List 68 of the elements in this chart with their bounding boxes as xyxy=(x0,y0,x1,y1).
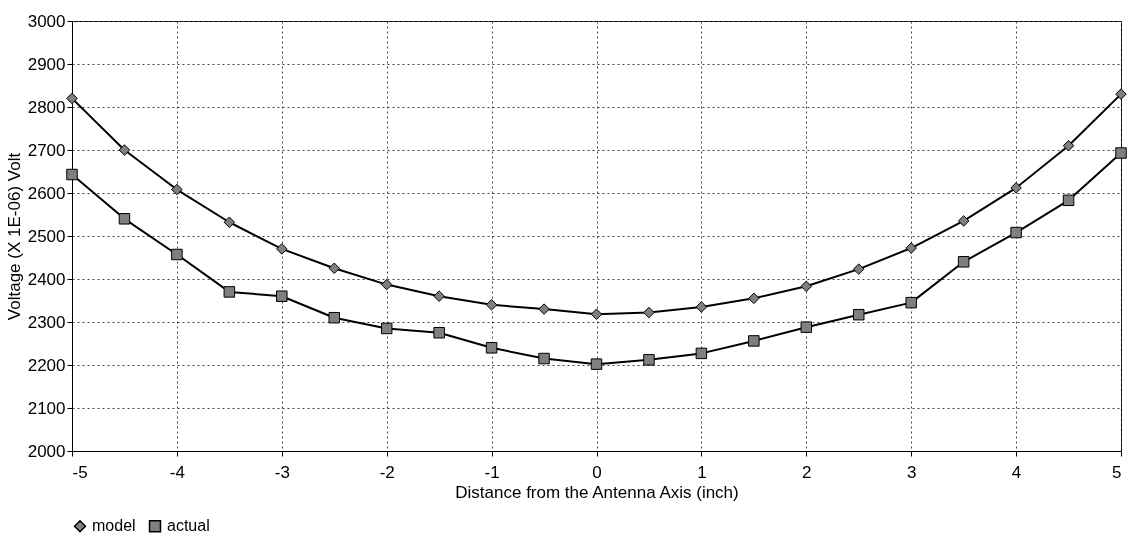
x-tick-label: 3 xyxy=(906,462,917,482)
y-tick-label: 2000 xyxy=(27,441,66,461)
y-axis-title: Voltage (X 1E-06) Volt xyxy=(4,152,24,321)
y-tick-label: 2400 xyxy=(27,269,66,289)
point xyxy=(1115,88,1127,100)
point xyxy=(1115,147,1127,159)
x-tick-label: 0 xyxy=(592,462,602,482)
point xyxy=(590,308,603,320)
x-tick-label: 1 xyxy=(697,462,707,482)
y-tick-label: 2200 xyxy=(27,355,66,375)
point xyxy=(276,290,288,302)
x-tick-label: -3 xyxy=(274,462,290,482)
point xyxy=(538,352,550,365)
x-tick-label: 2 xyxy=(802,462,812,482)
point xyxy=(66,168,78,181)
point xyxy=(853,308,865,321)
point xyxy=(1010,226,1022,239)
point xyxy=(328,311,340,324)
point xyxy=(171,183,183,196)
y-tick-label: 2100 xyxy=(27,398,66,418)
legend-label: actual xyxy=(167,517,210,535)
point xyxy=(485,342,498,354)
point xyxy=(1010,182,1022,194)
y-tick-label: 2900 xyxy=(27,54,66,74)
point xyxy=(485,299,498,311)
point xyxy=(800,280,813,293)
point xyxy=(433,290,445,302)
point xyxy=(433,327,445,339)
point xyxy=(538,303,550,315)
point xyxy=(118,213,131,225)
y-tick-label: 2300 xyxy=(27,312,66,332)
point xyxy=(1062,139,1075,152)
point xyxy=(590,358,603,370)
x-tick-label: -2 xyxy=(379,462,395,482)
x-tick-label: -5 xyxy=(72,462,88,482)
point xyxy=(380,322,393,335)
y-tick-label: 2600 xyxy=(27,183,66,203)
point xyxy=(1062,194,1075,207)
point xyxy=(380,278,393,291)
x-tick-label: -1 xyxy=(484,462,500,482)
point xyxy=(66,92,78,105)
point xyxy=(328,262,340,274)
point xyxy=(957,215,970,227)
point xyxy=(695,347,708,360)
legend-label: model xyxy=(92,517,136,535)
point xyxy=(905,296,917,309)
x-tick-label: 4 xyxy=(1011,462,1022,482)
point xyxy=(643,306,655,319)
point xyxy=(853,263,865,275)
point xyxy=(695,301,708,313)
point xyxy=(643,354,655,366)
x-axis-title: Distance from the Antenna Axis (inch) xyxy=(455,482,739,502)
point xyxy=(748,292,760,305)
point xyxy=(171,248,183,261)
point xyxy=(957,256,970,268)
x-tick-label: 5 xyxy=(1112,462,1122,482)
point xyxy=(223,286,236,298)
point xyxy=(276,243,288,255)
y-tick-label: 2700 xyxy=(27,140,66,160)
y-tick-label: 2500 xyxy=(27,226,66,246)
point xyxy=(748,335,760,347)
point xyxy=(223,216,236,228)
point xyxy=(800,321,813,333)
y-tick-label: 3000 xyxy=(27,11,66,31)
x-tick-label: -4 xyxy=(169,462,185,482)
point xyxy=(905,242,917,254)
y-tick-label: 2800 xyxy=(27,97,66,117)
point xyxy=(118,144,131,156)
